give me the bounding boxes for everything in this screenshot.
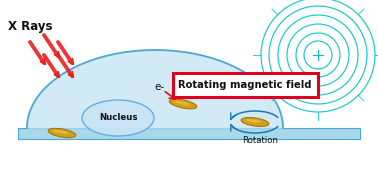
- Bar: [18, 128, 360, 139]
- Ellipse shape: [246, 119, 261, 123]
- Ellipse shape: [53, 130, 68, 134]
- Text: X Rays: X Rays: [8, 20, 53, 33]
- Ellipse shape: [241, 118, 269, 126]
- Text: e-: e-: [154, 82, 164, 92]
- Ellipse shape: [82, 100, 154, 136]
- Text: Rotation: Rotation: [242, 136, 278, 145]
- Ellipse shape: [169, 99, 197, 109]
- Ellipse shape: [174, 101, 189, 105]
- Bar: [172, 73, 318, 97]
- Ellipse shape: [48, 128, 76, 138]
- Polygon shape: [27, 50, 283, 128]
- Text: Rotating magnetic field: Rotating magnetic field: [178, 80, 312, 90]
- Text: Nucleus: Nucleus: [99, 114, 137, 123]
